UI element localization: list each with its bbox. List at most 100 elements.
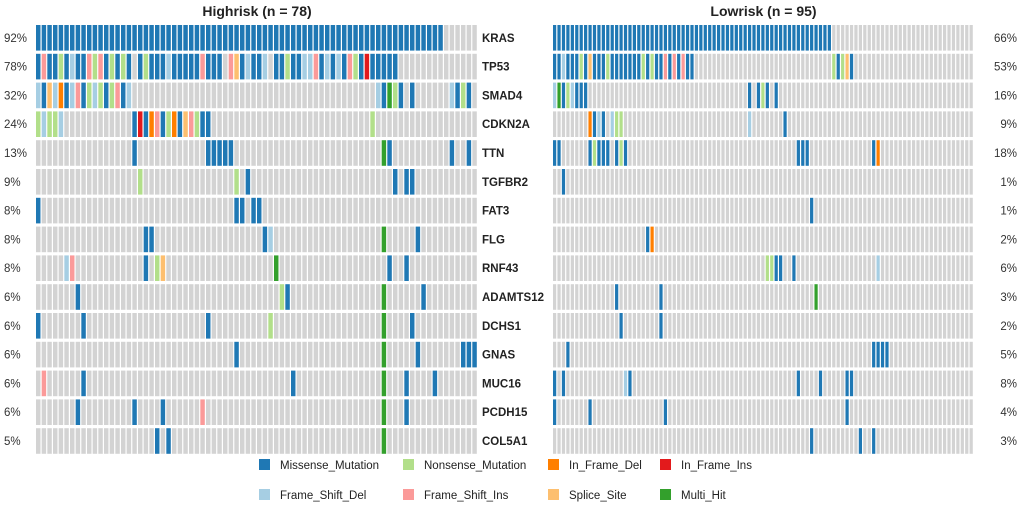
- empty-cell: [770, 313, 774, 339]
- empty-cell: [774, 111, 778, 137]
- empty-cell: [929, 169, 933, 195]
- empty-cell: [699, 140, 703, 166]
- gene-label-pcdh15: PCDH15: [482, 407, 528, 419]
- empty-cell: [155, 399, 160, 425]
- empty-cell: [880, 284, 885, 310]
- lowrisk-percent-dchs1: 2%: [1000, 321, 1017, 333]
- lowrisk-row-smad4: 16%: [553, 82, 1017, 109]
- empty-cell: [934, 226, 938, 253]
- empty-cell: [623, 313, 628, 339]
- mutation-cell-splice-site: [160, 255, 166, 281]
- empty-cell: [841, 25, 845, 51]
- empty-cell: [810, 370, 814, 397]
- empty-cell: [756, 111, 761, 137]
- empty-cell: [796, 82, 800, 109]
- empty-cell: [823, 169, 827, 195]
- empty-cell: [619, 370, 623, 397]
- empty-cell: [659, 341, 663, 368]
- mutation-cell-frame-shift-del: [64, 255, 69, 281]
- empty-cell: [792, 399, 796, 425]
- empty-cell: [650, 255, 654, 281]
- empty-cell: [387, 284, 392, 310]
- empty-cell: [863, 341, 867, 368]
- empty-cell: [291, 140, 296, 166]
- empty-cell: [756, 284, 761, 310]
- empty-cell: [969, 25, 973, 51]
- empty-cell: [472, 197, 477, 224]
- empty-cell: [845, 255, 849, 281]
- empty-cell: [894, 255, 898, 281]
- mutation-cell-frame-shift-ins: [41, 370, 47, 397]
- empty-cell: [872, 284, 876, 310]
- empty-cell: [376, 140, 381, 166]
- empty-cell: [761, 53, 765, 80]
- empty-cell: [783, 370, 787, 397]
- mutation-cell-missense-mutation: [36, 197, 41, 224]
- empty-cell: [779, 169, 783, 195]
- mutation-cell-in-frame-ins: [364, 53, 370, 80]
- empty-cell: [876, 111, 880, 137]
- empty-cell: [415, 197, 421, 224]
- empty-cell: [302, 82, 307, 109]
- empty-cell: [792, 428, 796, 454]
- empty-cell: [854, 197, 858, 224]
- mutation-cell-frame-shift-del: [53, 82, 58, 109]
- empty-cell: [75, 111, 81, 137]
- empty-cell: [858, 399, 863, 425]
- empty-cell: [268, 169, 273, 195]
- empty-cell: [41, 255, 47, 281]
- mutation-cell-missense-mutation: [818, 370, 823, 397]
- mutation-cell-missense-mutation: [330, 25, 336, 51]
- empty-cell: [268, 399, 273, 425]
- empty-cell: [570, 370, 574, 397]
- empty-cell: [75, 140, 81, 166]
- empty-cell: [615, 399, 619, 425]
- empty-cell: [942, 82, 947, 109]
- empty-cell: [444, 313, 449, 339]
- empty-cell: [109, 226, 115, 253]
- empty-cell: [376, 169, 381, 195]
- empty-cell: [115, 169, 120, 195]
- empty-cell: [274, 341, 279, 368]
- empty-cell: [393, 370, 398, 397]
- empty-cell: [694, 284, 699, 310]
- mutation-cell-nonsense-mutation: [155, 255, 160, 281]
- legend-swatch-splice-site: [548, 489, 559, 500]
- empty-cell: [138, 341, 143, 368]
- empty-cell: [427, 111, 432, 137]
- empty-cell: [761, 284, 765, 310]
- empty-cell: [792, 53, 796, 80]
- mutation-cell-missense-mutation: [177, 25, 183, 51]
- mutation-cell-missense-mutation: [251, 25, 256, 51]
- empty-cell: [393, 313, 398, 339]
- mutation-cell-frame-shift-ins: [313, 53, 319, 80]
- empty-cell: [257, 399, 262, 425]
- empty-cell: [836, 284, 840, 310]
- empty-cell: [279, 197, 285, 224]
- mutation-cell-missense-mutation: [712, 25, 716, 51]
- empty-cell: [455, 370, 460, 397]
- empty-cell: [690, 111, 694, 137]
- empty-cell: [189, 82, 194, 109]
- empty-cell: [561, 341, 566, 368]
- empty-cell: [947, 284, 951, 310]
- empty-cell: [455, 428, 460, 454]
- empty-cell: [597, 226, 601, 253]
- empty-cell: [889, 53, 894, 80]
- mutation-cell-splice-site: [845, 53, 849, 80]
- empty-cell: [92, 284, 98, 310]
- empty-cell: [969, 169, 973, 195]
- mutation-cell-missense-mutation: [615, 25, 619, 51]
- empty-cell: [615, 82, 619, 109]
- empty-cell: [894, 284, 898, 310]
- empty-cell: [712, 341, 716, 368]
- legend-item-frame-shift-del: Frame_Shift_Del: [259, 489, 366, 502]
- empty-cell: [907, 399, 911, 425]
- empty-cell: [606, 284, 610, 310]
- empty-cell: [730, 226, 734, 253]
- empty-cell: [217, 169, 222, 195]
- empty-cell: [461, 399, 466, 425]
- empty-cell: [104, 255, 109, 281]
- empty-cell: [444, 284, 449, 310]
